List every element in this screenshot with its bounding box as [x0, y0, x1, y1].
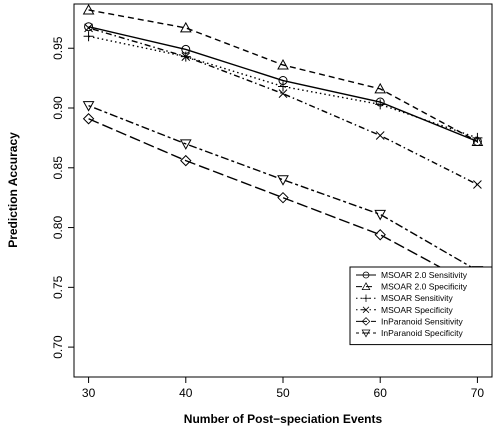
data-point [83, 31, 94, 42]
legend-label: MSOAR 2.0 Specificity [381, 282, 468, 292]
data-point [278, 81, 288, 92]
y-tick-label: 0.90 [51, 96, 65, 120]
legend-label: InParanoid Specificity [381, 328, 463, 338]
legend-marker [361, 282, 371, 290]
legend-label: MSOAR Sensitivity [381, 293, 454, 303]
x-tick-label: 60 [374, 386, 388, 400]
y-tick-label: 0.80 [51, 216, 65, 240]
legend-label: MSOAR Specificity [381, 305, 454, 315]
data-point [374, 82, 387, 94]
legend-marker [362, 294, 370, 302]
series-line [88, 104, 478, 272]
data-point [472, 132, 483, 143]
legend-marker [361, 329, 371, 338]
legend-item: MSOAR 2.0 Specificity [356, 282, 468, 292]
data-point [471, 135, 484, 146]
data-point [375, 131, 385, 140]
legend-item: MSOAR Sensitivity [356, 293, 454, 303]
data-point [84, 22, 94, 32]
data-point [179, 21, 192, 33]
x-axis: 30 40 50 60 70 [82, 377, 485, 400]
legend-box [349, 266, 493, 346]
x-axis-label: Number of Post−speciation Events [184, 412, 383, 426]
series-6 [82, 101, 484, 277]
data-point [374, 209, 387, 221]
series-line [88, 27, 478, 186]
y-axis-label: Prediction Accuracy [6, 132, 20, 248]
y-axis: 0.70 0.75 0.80 0.85 0.90 0.95 [51, 36, 74, 359]
y-tick-label: 0.70 [51, 335, 65, 359]
legend-item: InParanoid Specificity [356, 328, 463, 338]
data-point [82, 113, 95, 125]
x-tick-label: 40 [179, 386, 193, 400]
series-3 [83, 31, 483, 143]
legend-item: InParanoid Sensitivity [356, 316, 463, 326]
legend-item: MSOAR Specificity [356, 305, 454, 315]
legend-item: MSOAR 2.0 Sensitivity [356, 270, 468, 280]
data-point [277, 58, 289, 70]
data-point [473, 180, 482, 189]
x-tick-label: 50 [276, 386, 290, 400]
series-layer [82, 3, 484, 294]
data-point [82, 101, 95, 112]
data-point [278, 89, 288, 99]
data-point [84, 23, 93, 33]
y-tick-label: 0.75 [51, 275, 65, 299]
y-tick-label: 0.95 [51, 36, 65, 60]
legend-marker [362, 306, 370, 314]
data-point [277, 191, 289, 204]
series-2 [82, 3, 484, 146]
series-5 [82, 113, 484, 294]
x-tick-label: 30 [82, 386, 96, 400]
y-tick-label: 0.85 [51, 156, 65, 180]
data-point [82, 3, 95, 15]
series-4 [84, 23, 482, 189]
x-tick-label: 70 [471, 386, 485, 400]
legend: MSOAR 2.0 Sensitivity MSOAR 2.0 Specifici… [349, 266, 493, 346]
legend-marker [361, 317, 371, 326]
series-line [88, 9, 478, 143]
legend-marker [362, 271, 370, 279]
data-point [179, 139, 192, 150]
data-point [277, 175, 289, 186]
series-line [88, 118, 478, 288]
data-point [180, 154, 192, 167]
series-line [88, 35, 478, 139]
legend-label: MSOAR 2.0 Sensitivity [381, 270, 468, 280]
data-point [374, 229, 386, 241]
data-point [181, 52, 191, 61]
legend-label: InParanoid Sensitivity [381, 316, 463, 326]
data-point [375, 99, 386, 110]
